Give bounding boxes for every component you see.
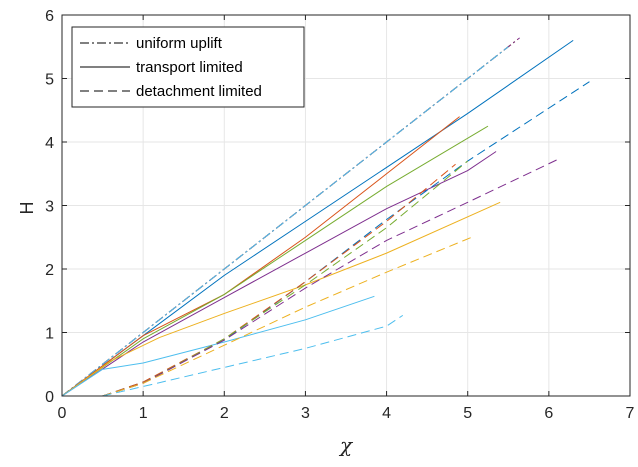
y-tick-label-0: 0 (45, 389, 54, 406)
series-layer (61, 37, 590, 397)
x-axis-label: χ (338, 433, 354, 457)
y-tick-label-2: 2 (45, 262, 54, 279)
series-line-solid-11 (61, 295, 375, 397)
x-tick-label-6: 6 (544, 405, 553, 422)
y-axis-label: H (17, 202, 37, 215)
series-line-solid-10 (61, 201, 501, 397)
x-tick-label-2: 2 (220, 405, 229, 422)
legend-label-1: transport limited (136, 59, 243, 76)
legend-label-0: uniform uplift (136, 35, 223, 52)
y-tick-label-3: 3 (45, 199, 54, 216)
series-line-dashed-17 (102, 314, 404, 397)
x-tick-label-4: 4 (382, 405, 391, 422)
y-tick-label-6: 6 (45, 8, 54, 25)
x-tick-label-1: 1 (139, 405, 148, 422)
series-line-dashed-16 (102, 236, 472, 397)
legend-label-2: detachment limited (136, 83, 262, 100)
series-line-solid-7 (61, 116, 460, 397)
tick-labels: 0 1 2 3 4 5 6 7 0 1 2 3 4 5 6 (45, 8, 634, 422)
x-tick-label-5: 5 (463, 405, 472, 422)
y-tick-label-1: 1 (45, 326, 54, 343)
axes (61, 14, 631, 397)
y-tick-label-4: 4 (45, 135, 54, 152)
series-line-solid-8 (61, 125, 489, 397)
x-tick-label-0: 0 (58, 405, 67, 422)
x-tick-label-3: 3 (301, 405, 310, 422)
x-tick-label-7: 7 (626, 405, 635, 422)
series-line-dashdot-5 (61, 46, 509, 397)
y-tick-label-5: 5 (45, 72, 54, 89)
series-line-dashed-13 (102, 163, 456, 397)
series-line-solid-9 (61, 151, 497, 397)
legend: uniform uplift transport limited detachmen… (71, 26, 305, 108)
